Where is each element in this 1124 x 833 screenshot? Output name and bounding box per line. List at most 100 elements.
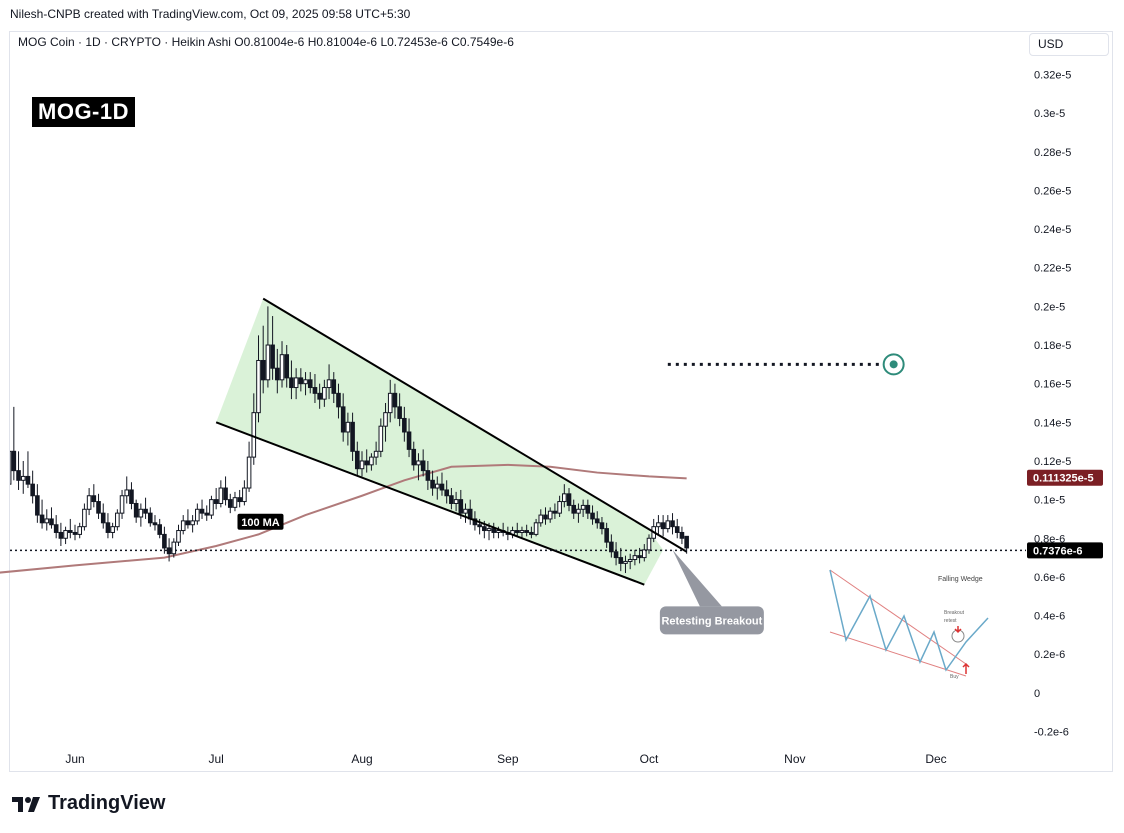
callout-pointer bbox=[672, 549, 722, 607]
candle-body-up bbox=[519, 530, 525, 533]
candle-body-up bbox=[10, 450, 12, 485]
candle bbox=[594, 511, 600, 529]
y-tick-label: 0.6e-6 bbox=[1034, 572, 1065, 584]
candle-body-down bbox=[599, 522, 605, 530]
candle bbox=[246, 441, 252, 492]
candle bbox=[392, 383, 398, 419]
candle bbox=[30, 470, 35, 504]
chart-title-badge: MOG-1D bbox=[32, 97, 135, 127]
candle bbox=[218, 480, 224, 508]
candle bbox=[340, 393, 346, 442]
candle bbox=[49, 507, 54, 529]
candle-body-up bbox=[180, 520, 186, 532]
candle bbox=[590, 505, 595, 525]
candle bbox=[275, 348, 280, 394]
candle bbox=[96, 493, 101, 519]
inset-down-arrow-icon bbox=[954, 626, 962, 634]
candle bbox=[72, 524, 78, 541]
candle bbox=[105, 513, 111, 539]
symbol-legend: MOG Coin · 1D · CRYPTO · Heikin Ashi O0.… bbox=[18, 35, 514, 49]
candle bbox=[449, 488, 454, 510]
candle bbox=[312, 374, 318, 403]
candle-body-down bbox=[298, 377, 304, 385]
candle-body-down bbox=[30, 483, 35, 497]
last-price-label bbox=[1027, 542, 1103, 559]
y-tick-label: 0.24e-5 bbox=[1034, 224, 1071, 236]
candle-body-down bbox=[284, 354, 290, 379]
candle-body-up bbox=[3, 484, 7, 499]
candle bbox=[16, 451, 21, 490]
tradingview-logo-icon bbox=[12, 796, 40, 812]
candle-body-up bbox=[557, 501, 562, 514]
candle-body-up bbox=[82, 508, 87, 528]
candle bbox=[538, 509, 544, 527]
y-axis: 0.32e-5 0.3e-5 0.28e-5 0.26e-5 0.24e-5 0.22e-… bbox=[1027, 70, 1103, 739]
candle bbox=[623, 555, 628, 574]
tradingview-logo[interactable]: TradingView bbox=[12, 792, 165, 815]
candle-body-up bbox=[369, 456, 374, 466]
candle-body-up bbox=[646, 537, 652, 551]
candle-body-up bbox=[110, 526, 115, 533]
candle-body-down bbox=[609, 541, 614, 553]
candle-body-down bbox=[317, 392, 322, 400]
candle-body-up bbox=[322, 387, 327, 400]
candle-body-up bbox=[63, 530, 68, 539]
candle bbox=[420, 449, 426, 477]
candle-body-up bbox=[326, 379, 332, 389]
candle bbox=[58, 522, 64, 546]
candle bbox=[180, 515, 186, 535]
candle bbox=[162, 526, 167, 554]
candle-body-down bbox=[397, 406, 402, 419]
candle bbox=[618, 547, 624, 572]
inset-up-arrow-icon bbox=[962, 662, 970, 674]
candle-body-down bbox=[39, 514, 45, 524]
x-tick-label: Aug bbox=[351, 752, 372, 766]
y-tick-label: 0.28e-5 bbox=[1034, 147, 1071, 159]
y-tick-label: 0.2e-6 bbox=[1034, 649, 1065, 661]
wedge-fill bbox=[216, 298, 664, 585]
candle bbox=[453, 491, 459, 512]
candle bbox=[209, 495, 214, 519]
candle bbox=[562, 484, 567, 508]
candle-body-down bbox=[49, 518, 54, 526]
x-tick-label: Dec bbox=[925, 752, 946, 766]
candle bbox=[265, 306, 271, 388]
candle bbox=[115, 509, 120, 531]
candle-body-up bbox=[434, 483, 440, 489]
candle-body-down bbox=[133, 502, 139, 518]
candle-body-up bbox=[496, 530, 501, 533]
candle-body-down bbox=[411, 448, 417, 466]
candle bbox=[185, 509, 191, 529]
candle-body-down bbox=[458, 499, 464, 514]
candle-body-down bbox=[425, 470, 431, 481]
candle-body-down bbox=[143, 508, 148, 514]
candle-body-down bbox=[585, 504, 591, 514]
candle-body-down bbox=[430, 479, 435, 489]
candle-body-down bbox=[420, 460, 426, 472]
candle-body-down bbox=[223, 487, 228, 501]
candle-body-down bbox=[275, 367, 280, 381]
candle-body-up bbox=[562, 493, 567, 503]
candle-body-down bbox=[618, 557, 624, 564]
candle-body-up bbox=[86, 495, 92, 510]
candle bbox=[326, 364, 332, 400]
candle-body-down bbox=[684, 535, 689, 549]
candle-body-up bbox=[416, 460, 421, 466]
candle bbox=[660, 515, 666, 537]
candle bbox=[293, 368, 299, 400]
candle-body-down bbox=[364, 460, 370, 466]
candle-body-down bbox=[270, 344, 275, 369]
y-tick-label: -0.2e-6 bbox=[1034, 727, 1069, 739]
candle-body-down bbox=[11, 450, 17, 472]
candle bbox=[547, 507, 553, 523]
candle-body-up bbox=[378, 425, 384, 452]
candle bbox=[82, 503, 87, 531]
candle-body-up bbox=[576, 508, 581, 514]
candle-body-down bbox=[604, 528, 609, 543]
currency-selector[interactable]: USD bbox=[1029, 33, 1109, 56]
candle bbox=[364, 449, 370, 473]
candle-body-down bbox=[147, 512, 153, 524]
candle bbox=[613, 542, 619, 566]
candle bbox=[260, 325, 266, 394]
